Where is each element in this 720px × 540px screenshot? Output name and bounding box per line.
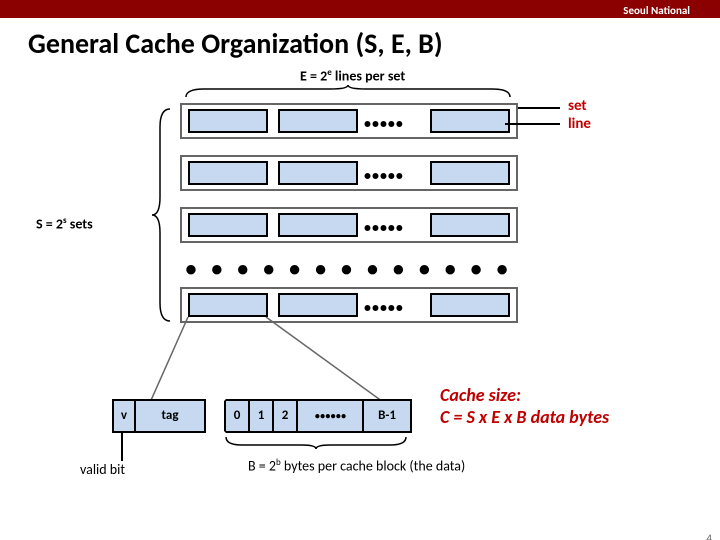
cache-line <box>278 109 358 133</box>
cache-line <box>430 161 510 185</box>
valid-bit-label: valid bit <box>80 461 125 478</box>
e-lines-label: E = 2e lines per set <box>300 67 405 85</box>
cache-line <box>188 109 268 133</box>
valid-bit-cell: v <box>114 401 136 431</box>
cache-line <box>278 293 358 317</box>
cache-size-line2: C = S x E x B data bytes <box>440 407 609 429</box>
byte-cell-last: B-1 <box>364 401 410 431</box>
s-sets-suffix: sets <box>67 216 93 233</box>
byte-cell-1: 1 <box>250 401 274 431</box>
set-row-2: ••••• <box>180 155 518 191</box>
gap-cell <box>206 399 226 433</box>
set-row-1: ••••• <box>180 103 518 139</box>
b-bytes-base: B = 2 <box>248 458 276 475</box>
bottom-brace <box>224 435 408 449</box>
set-row-4: ••••• <box>180 287 518 323</box>
tag-cell: tag <box>136 401 206 431</box>
connector-set <box>518 107 560 109</box>
top-brace <box>184 85 512 99</box>
line-detail: v tag 0 1 2 • • • • • • B-1 <box>112 399 412 433</box>
b-bytes-label: B = 2b bytes per cache block (the data) <box>248 457 465 475</box>
page-title: General Cache Organization (S, E, B) <box>0 18 720 67</box>
cache-size-label: Cache size: C = S x E x B data bytes <box>440 385 609 428</box>
cache-line <box>188 213 268 237</box>
ellipsis-icon: ••••• <box>364 167 404 184</box>
valid-bit-pointer <box>121 433 123 461</box>
affiliation-text: Seoul National <box>623 4 690 18</box>
cache-line <box>430 213 510 237</box>
cache-line <box>188 161 268 185</box>
set-row-3: ••••• <box>180 207 518 243</box>
e-lines-suffix: lines per set <box>332 68 405 85</box>
s-sets-base: S = 2 <box>36 216 63 233</box>
line-label: line <box>568 115 591 133</box>
set-label: set <box>568 97 587 115</box>
cache-line <box>278 161 358 185</box>
cache-line <box>278 213 358 237</box>
byte-dots-cell: • • • • • • <box>298 401 364 431</box>
cache-line <box>430 109 510 133</box>
cache-size-line1: Cache size: <box>440 385 609 407</box>
ellipsis-icon: ••••• <box>364 115 404 132</box>
ellipsis-icon: ••••• <box>364 219 404 236</box>
diagram-stage: E = 2e lines per set ••••• set line ••••… <box>0 67 720 540</box>
e-lines-base: E = 2 <box>300 68 327 85</box>
ellipsis-icon: ••••• <box>364 299 404 316</box>
connector-line <box>505 123 560 125</box>
byte-cell-0: 0 <box>226 401 250 431</box>
b-bytes-suffix: bytes per cache block (the data) <box>281 458 466 475</box>
page-number: 4 <box>706 532 712 540</box>
cache-line <box>430 293 510 317</box>
header-bar: Seoul National <box>0 0 720 18</box>
cache-line <box>188 293 268 317</box>
left-brace <box>152 107 172 323</box>
byte-cell-2: 2 <box>274 401 298 431</box>
s-sets-label: S = 2s sets <box>36 215 93 233</box>
